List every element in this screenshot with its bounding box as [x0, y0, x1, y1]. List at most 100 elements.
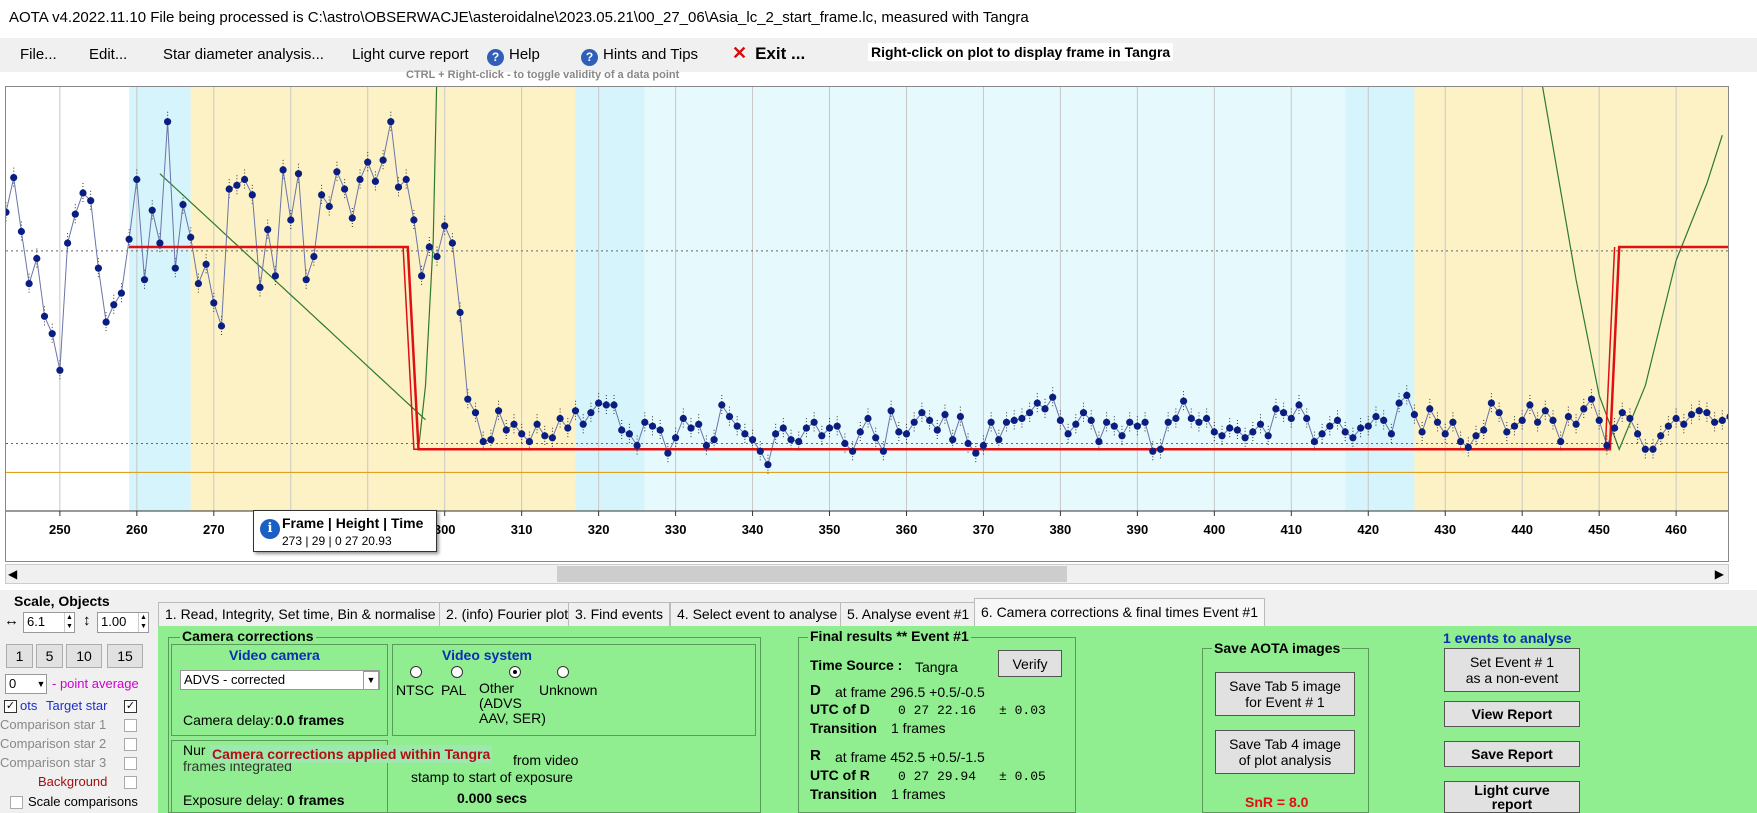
tab-analyse-event[interactable]: 5. Analyse event #1 — [840, 602, 977, 626]
tooltip-title: Frame | Height | Time — [282, 515, 424, 531]
data-point — [1649, 445, 1657, 453]
tangra-corrections-banner: Camera corrections applied within Tangra — [210, 745, 493, 763]
data-point — [271, 272, 279, 280]
menu-file[interactable]: File... — [20, 46, 57, 63]
other-label: Other (ADVS AAV, SER) — [479, 680, 546, 726]
data-point — [1634, 430, 1642, 438]
spinner-arrows-icon[interactable]: ▲ ▼ — [64, 613, 74, 632]
tab-camera-corrections[interactable]: 6. Camera corrections & final times Even… — [974, 598, 1266, 626]
data-point — [841, 439, 849, 448]
data-point — [1056, 416, 1064, 424]
data-point — [1118, 432, 1126, 440]
save-images-title: Save AOTA images — [1212, 640, 1343, 656]
target-star-checkbox[interactable]: ✓ — [124, 700, 137, 713]
radio-ntsc[interactable] — [410, 666, 422, 678]
d-frame: at frame 296.5 +0.5/-0.5 — [835, 684, 985, 700]
scale-button-10[interactable]: 10 — [66, 644, 102, 668]
data-point — [718, 401, 726, 409]
menu-exit[interactable]: ✕ Exit ... — [732, 43, 805, 64]
target-star-label: Target star — [46, 698, 108, 713]
save-report-button[interactable]: Save Report — [1444, 741, 1580, 767]
tab-read-integrity[interactable]: 1. Read, Integrity, Set time, Bin & norm… — [158, 602, 443, 626]
data-point — [1141, 418, 1149, 426]
menu-help[interactable]: ? Help — [487, 46, 540, 66]
data-point — [1557, 438, 1565, 446]
data-point — [348, 214, 356, 222]
data-point — [1711, 418, 1719, 426]
data-point — [1187, 414, 1195, 423]
pal-label: PAL — [441, 682, 467, 698]
menu-edit[interactable]: Edit... — [89, 46, 128, 63]
scroll-thumb[interactable] — [557, 566, 1067, 582]
transition-r-value: 1 frames — [891, 786, 946, 802]
time-source-value: Tangra — [915, 659, 958, 675]
utc-d-value: 0 27 22.16 — [898, 703, 977, 718]
menu-star-diameter[interactable]: Star diameter analysis... — [163, 46, 324, 63]
comparison-star-3-checkbox[interactable] — [124, 757, 137, 770]
comparison-star-1-checkbox[interactable] — [124, 719, 137, 732]
scale-comparisons-checkbox[interactable] — [10, 796, 23, 809]
chevron-down-icon[interactable]: ▼ — [363, 671, 379, 690]
x-tick-label-350: 350 — [819, 522, 841, 537]
horizontal-scale-spinner[interactable]: 6.1 ▲ ▼ — [23, 612, 75, 633]
data-point — [1703, 409, 1711, 417]
view-report-button[interactable]: View Report — [1444, 701, 1580, 727]
data-point — [1580, 405, 1588, 413]
scroll-right-arrow-icon[interactable]: ▶ — [1714, 567, 1724, 581]
data-point — [279, 166, 287, 174]
scale-button-1[interactable]: 1 — [6, 644, 33, 668]
menu-help-label: Help — [509, 46, 540, 63]
data-point — [1503, 428, 1511, 436]
data-point — [48, 330, 56, 338]
plot-scrollbar[interactable]: ◀ ▶ — [5, 564, 1729, 584]
tab-fourier-plot[interactable]: 2. (info) Fourier plot — [439, 602, 576, 626]
tab-select-event[interactable]: 4. Select event to analyse — [670, 602, 845, 626]
save-tab5-image-button[interactable]: Save Tab 5 image for Event # 1 — [1215, 672, 1355, 716]
data-point — [379, 156, 387, 164]
shaded-region-5 — [1414, 87, 1728, 511]
data-point — [802, 424, 811, 432]
comparison-star-2-checkbox[interactable] — [124, 738, 137, 751]
spinner-arrows-icon[interactable]: ▲ ▼ — [138, 613, 148, 632]
light-curve-report-button[interactable]: Light curve report — [1444, 781, 1580, 813]
menu-light-curve-report[interactable]: Light curve report — [352, 46, 469, 63]
utc-d-error: ± 0.03 — [999, 703, 1046, 718]
data-point — [1002, 418, 1011, 426]
data-point — [710, 436, 718, 444]
tab-find-events[interactable]: 3. Find events — [568, 602, 670, 626]
verify-button[interactable]: Verify — [998, 650, 1062, 677]
point-average-select[interactable]: 0 ▼ — [5, 674, 47, 694]
radio-unknown[interactable] — [557, 666, 569, 678]
data-point — [1241, 434, 1249, 442]
fit-curve-left — [159, 173, 426, 421]
data-point — [687, 424, 695, 432]
data-point — [518, 430, 526, 438]
scale-comparisons-label: Scale comparisons — [28, 794, 138, 809]
data-point — [902, 430, 911, 438]
light-curve-chart[interactable]: 2502602702802903003103203303403503603703… — [6, 87, 1729, 562]
set-non-event-button[interactable]: Set Event # 1 as a non-event — [1444, 648, 1580, 692]
scroll-left-arrow-icon[interactable]: ◀ — [8, 567, 18, 581]
dots-checkbox[interactable]: ✓ — [4, 700, 17, 713]
vertical-scale-spinner[interactable]: 1.00 ▲ ▼ — [97, 612, 149, 633]
camera-model-select[interactable]: ADVS - corrected ▼ — [180, 670, 380, 690]
data-point — [318, 191, 326, 199]
data-point — [995, 436, 1003, 444]
menu-hints[interactable]: ? Hints and Tips — [581, 46, 698, 66]
scale-button-15[interactable]: 15 — [107, 644, 143, 668]
background-checkbox[interactable] — [124, 776, 137, 789]
scale-button-5[interactable]: 5 — [36, 644, 63, 668]
data-point — [1718, 416, 1726, 424]
radio-pal[interactable] — [451, 666, 463, 678]
radio-other[interactable] — [509, 666, 521, 678]
unknown-label: Unknown — [539, 682, 598, 698]
data-point — [1164, 418, 1172, 426]
data-point — [210, 299, 218, 307]
data-point — [441, 222, 449, 230]
save-tab4-image-button[interactable]: Save Tab 4 image of plot analysis — [1215, 730, 1355, 774]
data-point — [325, 202, 333, 211]
data-point — [1587, 395, 1596, 403]
data-point — [864, 414, 872, 423]
light-curve-plot[interactable]: 2502602702802903003103203303403503603703… — [5, 86, 1729, 562]
x-tick-label-450: 450 — [1588, 522, 1610, 537]
